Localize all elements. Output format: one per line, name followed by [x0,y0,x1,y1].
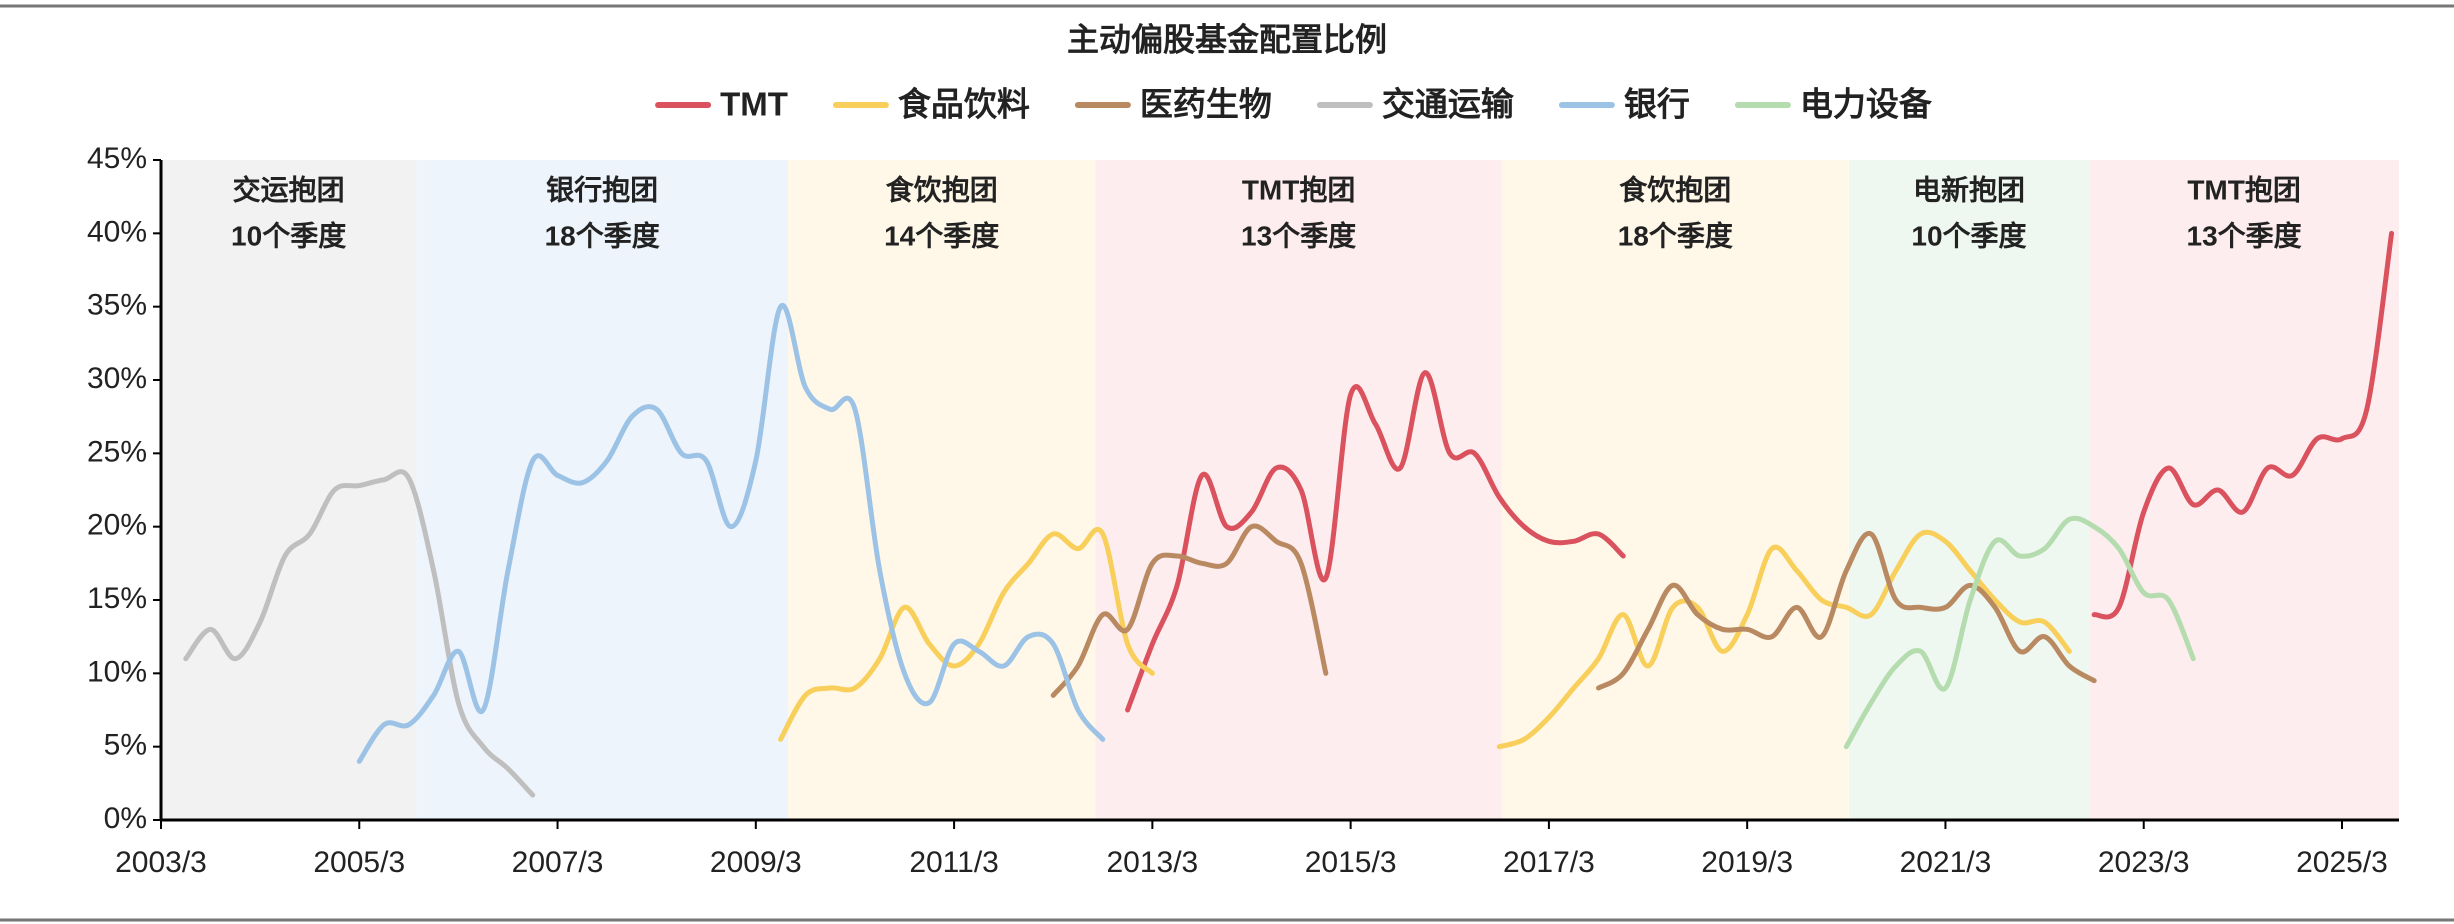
period-band [1501,160,1849,820]
y-tick-label: 30% [87,362,147,395]
legend-item: TMT [655,86,788,123]
x-tick-label: 2009/3 [710,846,802,879]
x-tick-label: 2003/3 [115,846,207,879]
y-tick-label: 25% [87,435,147,468]
x-tick-label: 2017/3 [1503,846,1595,879]
legend-label: 食品饮料 [898,86,1030,123]
y-tick-label: 0% [104,802,147,835]
y-tick-label: 5% [104,729,147,762]
period-duration: 13个季度 [1241,220,1356,251]
chart-title: 主动偏股基金配置比例 [1067,21,1387,57]
x-tick-label: 2015/3 [1305,846,1397,879]
period-label: 食饮抱团 [886,173,998,205]
y-tick-label: 35% [87,289,147,322]
legend-label: 交通运输 [1382,86,1515,123]
period-band [416,160,789,820]
legend-item: 食品饮料 [832,86,1030,123]
legend-label: 医药生物 [1140,86,1272,123]
series-line [778,527,2072,750]
y-tick-label: 15% [87,582,147,615]
series-line [356,302,1106,764]
period-duration: 18个季度 [1618,220,1733,251]
series-line [1843,515,2196,750]
y-tick-label: 45% [87,142,147,175]
period-duration: 13个季度 [2187,220,2302,251]
period-bands: 交运抱团 10个季度 银行抱团 18个季度 食饮抱团 14个季度 TMT抱团 13个季度 食饮抱… [161,160,2399,820]
period-label: TMT抱团 [2187,173,2301,205]
period-label: 电新抱团 [1913,173,2025,205]
legend-label: 银行 [1624,86,1690,123]
x-tick-label: 2019/3 [1701,846,1793,879]
x-tick-label: 2005/3 [313,846,405,879]
y-tick-label: 40% [87,215,147,248]
x-tick-label: 2021/3 [1900,846,1992,879]
period-band [2089,160,2399,820]
axes: 0% 5% 10% 15% 20% 25% 30% 35% 40% 45% 2003/3 2005/3… [87,142,2399,879]
period-duration: 10个季度 [1911,220,2026,251]
series-line [1125,230,2395,713]
period-duration: 10个季度 [231,220,346,251]
legend-label: TMT [720,86,788,123]
x-tick-label: 2013/3 [1106,846,1198,879]
period-label: TMT抱团 [1242,173,1356,205]
x-tick-label: 2023/3 [2098,846,2190,879]
x-tick-label: 2011/3 [909,846,999,879]
y-tick-label: 10% [87,655,147,688]
legend: TMT 食品饮料 医药生物 交通运输 银行 电力设备 [655,86,1933,123]
legend-item: 银行 [1558,86,1690,123]
period-label: 食饮抱团 [1619,173,1731,205]
legend-item: 交通运输 [1316,86,1515,123]
period-duration: 14个季度 [884,220,999,251]
x-tick-label: 2025/3 [2296,846,2388,879]
period-duration: 18个季度 [545,220,660,251]
period-band [1848,160,2090,820]
legend-label: 电力设备 [1800,86,1933,123]
period-label: 银行抱团 [546,173,658,205]
legend-item: 电力设备 [1734,86,1933,123]
period-label: 交运抱团 [233,173,345,205]
period-band [788,160,1096,820]
series-line [1050,523,2097,698]
series-line [183,469,536,798]
x-tick-label: 2007/3 [512,846,604,879]
lines [183,230,2395,798]
legend-item: 医药生物 [1074,86,1272,123]
y-tick-label: 20% [87,509,147,542]
period-band [161,160,417,820]
